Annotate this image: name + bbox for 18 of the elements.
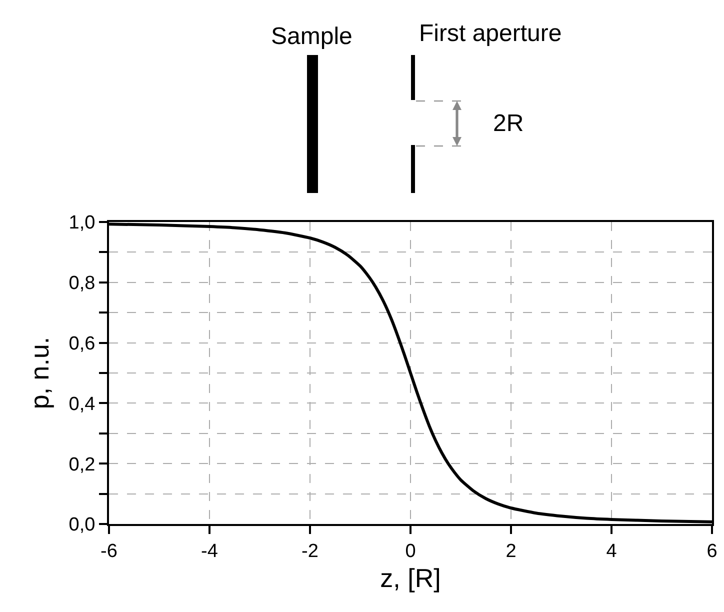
y-tick-label: 1,0 xyxy=(68,212,96,234)
x-tick-label: -4 xyxy=(201,540,218,562)
y-tick-label: 0,0 xyxy=(68,514,96,536)
text: First aperture xyxy=(419,20,562,47)
y-tick-label: 0,4 xyxy=(68,394,96,415)
text: Sample xyxy=(271,23,352,50)
y-tick-label: 0,2 xyxy=(68,454,96,476)
text: 2R xyxy=(493,110,524,137)
y-tick-label: 0,8 xyxy=(68,273,96,294)
y-tick-label: 0,6 xyxy=(68,333,96,354)
x-axis-title: z, [R] xyxy=(380,563,441,593)
x-tick-label: 4 xyxy=(606,540,618,562)
x-tick-label: 0 xyxy=(405,540,416,562)
x-tick-label: -6 xyxy=(100,540,118,562)
y-axis-title: p, n.u. xyxy=(24,336,55,410)
x-tick-label: 6 xyxy=(706,540,718,562)
x-tick-label: 2 xyxy=(506,540,516,562)
x-tick-label: -2 xyxy=(302,540,318,562)
